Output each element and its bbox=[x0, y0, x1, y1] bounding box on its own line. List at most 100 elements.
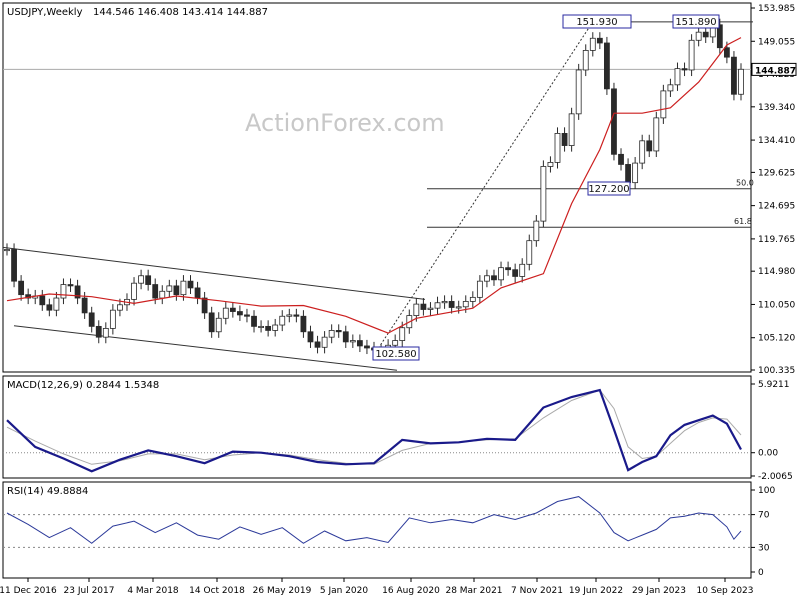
price-candle bbox=[731, 56, 737, 95]
rsi-y-tick-label: 0 bbox=[758, 568, 764, 578]
price-y-tick-label: 119.765 bbox=[758, 235, 795, 245]
price-y-tick-label: 114.980 bbox=[758, 267, 795, 277]
channel-upper-line bbox=[2, 246, 426, 300]
price-candle bbox=[519, 263, 526, 277]
rsi-title: RSI(14) 49.8884 bbox=[7, 486, 88, 497]
price-label-text: 127.200 bbox=[588, 184, 629, 195]
current-price-tag bbox=[751, 62, 797, 76]
x-axis: 11 Dec 2016 23 Jul 2017 4 Mar 2018 14 Oct 2… bbox=[0, 578, 754, 596]
price-candle bbox=[321, 336, 328, 348]
price-candle bbox=[244, 314, 250, 317]
macd-y-tick-label: -2.0065 bbox=[758, 472, 793, 482]
price-candle bbox=[589, 37, 596, 51]
price-candle bbox=[74, 285, 81, 299]
price-candle bbox=[229, 307, 236, 312]
price-candle bbox=[88, 312, 95, 327]
x-tick-label: 26 May 2019 bbox=[253, 586, 312, 596]
price-candle bbox=[498, 267, 504, 281]
price-candle bbox=[476, 280, 483, 298]
x-tick-label: 7 Nov 2021 bbox=[511, 586, 563, 596]
price-candle bbox=[187, 280, 194, 289]
price-candle bbox=[138, 275, 144, 284]
rsi-y-tick-label: 100 bbox=[758, 486, 775, 496]
price-label-box bbox=[372, 346, 420, 361]
price-candle bbox=[618, 153, 624, 165]
price-candle bbox=[716, 24, 723, 49]
fibo-50-label: 50.0 bbox=[736, 179, 754, 188]
price-y-tick-label: 149.055 bbox=[758, 37, 795, 47]
price-candle bbox=[364, 345, 370, 349]
price-candle bbox=[533, 220, 540, 242]
price-candle bbox=[251, 315, 257, 327]
price-candle bbox=[568, 113, 575, 146]
price-candle bbox=[173, 285, 180, 296]
price-y-tick-label: 110.050 bbox=[758, 300, 795, 310]
chart-symbol: USDJPY,Weekly bbox=[7, 7, 83, 18]
price-candle bbox=[448, 301, 455, 308]
price-y-tick-label: 139.340 bbox=[758, 103, 795, 113]
macd-y-tick-label: 5.9211 bbox=[758, 380, 790, 390]
price-candle bbox=[180, 280, 187, 296]
price-candle bbox=[639, 140, 646, 164]
price-candle bbox=[561, 133, 568, 146]
x-tick-label: 10 Sep 2023 bbox=[696, 586, 753, 596]
price-candle bbox=[695, 31, 702, 41]
price-candle bbox=[625, 164, 631, 184]
x-tick-label: 23 Jul 2017 bbox=[64, 586, 115, 596]
rsi-y-tick-label: 70 bbox=[758, 511, 770, 521]
price-candle bbox=[201, 297, 208, 314]
price-candle bbox=[117, 304, 123, 311]
price-y-tick-label: 129.625 bbox=[758, 168, 795, 178]
macd-panel-frame bbox=[2, 375, 752, 479]
price-candle bbox=[314, 341, 321, 348]
price-candle bbox=[604, 42, 610, 90]
fibo-618-label: 61.8 bbox=[734, 217, 752, 226]
price-candle bbox=[462, 301, 469, 308]
x-tick-label: 28 Mar 2021 bbox=[445, 586, 502, 596]
price-y-tick-label: 124.695 bbox=[758, 202, 795, 212]
watermark: ActionForex.com bbox=[245, 109, 445, 137]
current-price-label: 144.887 bbox=[755, 66, 796, 76]
price-candle bbox=[265, 325, 272, 331]
price-candle bbox=[575, 69, 582, 115]
price-candle bbox=[653, 117, 660, 152]
price-candle bbox=[18, 280, 25, 296]
macd-title: MACD(12,26,9) 0.2844 1.5348 bbox=[7, 380, 159, 391]
price-candle bbox=[102, 328, 109, 338]
rally-trendline bbox=[373, 21, 594, 356]
price-candle bbox=[131, 282, 137, 300]
price-candle bbox=[272, 324, 279, 331]
price-candle bbox=[4, 249, 10, 252]
price-y-tick-label: 105.120 bbox=[758, 334, 795, 344]
price-y-tick-label: 134.410 bbox=[758, 136, 795, 146]
price-candle bbox=[222, 307, 229, 319]
moving-average-line bbox=[6, 37, 742, 334]
price-candle bbox=[420, 303, 427, 310]
x-tick-label: 19 Jun 2022 bbox=[569, 586, 623, 596]
macd-plot: 5.9211 0.00 -2.0065 bbox=[3, 380, 793, 482]
price-candle bbox=[286, 314, 293, 317]
price-candle bbox=[39, 295, 46, 306]
price-candle bbox=[660, 90, 667, 119]
price-candle bbox=[611, 88, 617, 155]
price-candle bbox=[540, 166, 547, 222]
price-candle bbox=[293, 314, 300, 317]
price-candle bbox=[60, 284, 67, 299]
price-candle bbox=[646, 140, 653, 152]
price-label-text: 102.580 bbox=[375, 349, 416, 360]
price-candle bbox=[46, 304, 53, 311]
price-candle bbox=[300, 315, 307, 333]
price-candle bbox=[95, 325, 102, 338]
price-candle bbox=[11, 249, 17, 282]
price-label-box bbox=[562, 14, 632, 29]
price-candle bbox=[53, 297, 60, 311]
price-candle bbox=[279, 315, 286, 326]
price-label-box bbox=[587, 181, 631, 196]
price-candle bbox=[145, 275, 152, 285]
price-candle bbox=[455, 306, 462, 309]
price-y-tick-label: 100.335 bbox=[758, 366, 795, 376]
price-candle bbox=[596, 37, 603, 44]
price-candle bbox=[667, 84, 674, 92]
rsi-y-tick-label: 30 bbox=[758, 543, 770, 553]
price-label-text: 151.930 bbox=[576, 17, 617, 28]
